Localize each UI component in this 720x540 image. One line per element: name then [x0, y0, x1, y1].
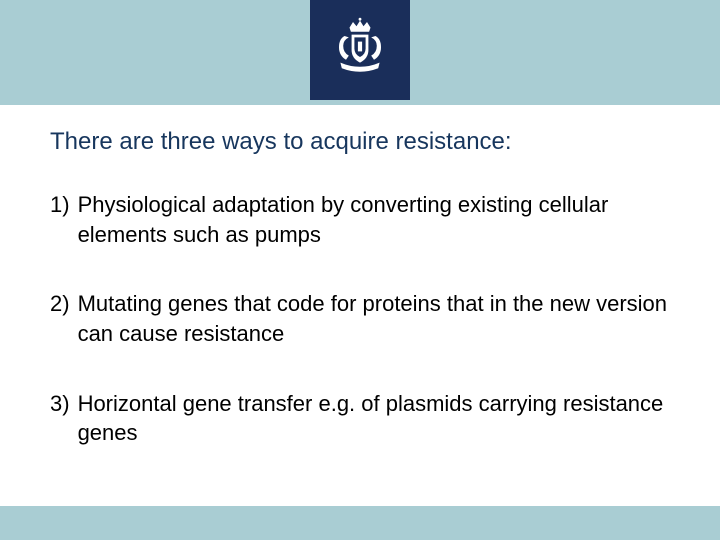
list-item: 2) Mutating genes that code for proteins… — [50, 289, 670, 348]
slide-content: There are three ways to acquire resistan… — [50, 128, 670, 488]
list-item: 1) Physiological adaptation by convertin… — [50, 190, 670, 249]
item-number: 2) — [50, 289, 78, 348]
coat-of-arms-icon — [325, 15, 395, 85]
item-text: Physiological adaptation by converting e… — [78, 190, 670, 249]
footer-band — [0, 506, 720, 540]
list-item: 3) Horizontal gene transfer e.g. of plas… — [50, 389, 670, 448]
item-number: 3) — [50, 389, 78, 448]
logo-emblem — [310, 0, 410, 100]
item-number: 1) — [50, 190, 78, 249]
slide-title: There are three ways to acquire resistan… — [50, 128, 670, 156]
item-text: Horizontal gene transfer e.g. of plasmid… — [78, 389, 670, 448]
item-text: Mutating genes that code for proteins th… — [78, 289, 670, 348]
